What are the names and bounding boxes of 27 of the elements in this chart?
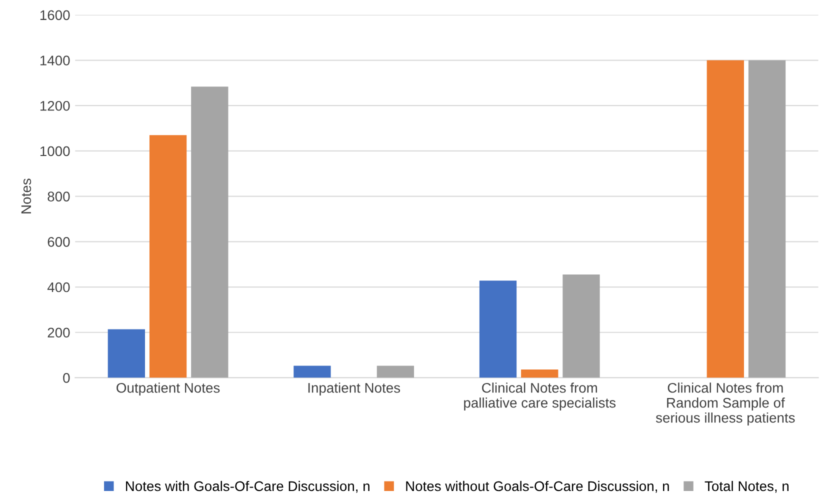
bar (521, 370, 558, 378)
x-tick-label: Clinical Notes from Random Sample of serious illness patients (656, 382, 795, 426)
legend-label: Notes without Goals-Of-Care Discussion, n (406, 480, 669, 493)
bar (294, 366, 331, 378)
bar (479, 280, 517, 378)
y-tick-label: 400 (47, 282, 70, 292)
bar (706, 60, 744, 378)
y-tick-label: 1600 (40, 10, 70, 20)
legend-label: Total Notes, n (704, 480, 789, 493)
x-tick-label: Clinical Notes from palliative care specialists (464, 382, 616, 410)
bar (149, 135, 187, 378)
y-tick-label: 1000 (40, 146, 70, 156)
y-tick-label: 1400 (40, 56, 70, 66)
y-tick-label: 800 (48, 192, 70, 202)
x-tick-label: Inpatient Notes (308, 382, 400, 396)
bar (562, 274, 600, 378)
y-tick-label: 0 (63, 373, 70, 383)
y-axis-title: Notes (21, 178, 32, 214)
x-tick-label: Outpatient Notes (116, 382, 220, 396)
bar (108, 329, 146, 378)
bar (376, 366, 414, 378)
bar (748, 60, 786, 378)
y-tick-label: 200 (48, 328, 70, 338)
legend-label: Notes with Goals-Of-Care Discussion, n (126, 480, 370, 493)
bar (191, 86, 228, 378)
y-tick-label: 600 (48, 237, 70, 247)
y-tick-label: 1200 (40, 100, 70, 111)
